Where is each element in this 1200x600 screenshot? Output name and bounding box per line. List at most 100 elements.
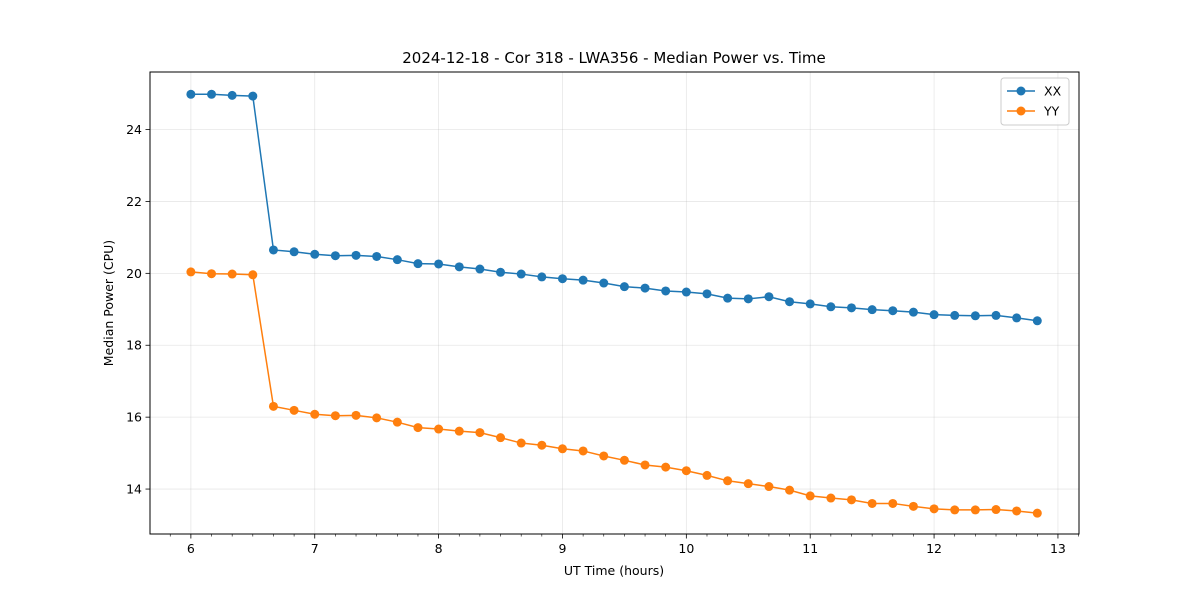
data-point-xx	[929, 310, 939, 320]
data-point-yy	[970, 505, 980, 515]
data-point-xx	[310, 249, 320, 259]
data-point-xx	[289, 247, 299, 257]
x-tick-label: 11	[802, 541, 818, 556]
data-point-yy	[207, 269, 217, 279]
data-point-yy	[372, 413, 382, 423]
data-point-xx	[950, 310, 960, 320]
data-point-xx	[867, 305, 877, 315]
data-point-yy	[619, 455, 629, 465]
legend-item-xx[interactable]: XX	[1007, 84, 1062, 99]
data-point-xx	[248, 91, 258, 101]
data-point-xx	[661, 286, 671, 296]
data-point-xx	[413, 259, 423, 269]
data-point-yy	[413, 423, 423, 433]
data-point-yy	[991, 505, 1001, 515]
data-point-xx	[578, 275, 588, 285]
data-point-yy	[888, 498, 898, 508]
data-point-xx	[764, 292, 774, 302]
y-tick-label: 18	[126, 338, 142, 353]
data-point-xx	[908, 307, 918, 317]
data-point-xx	[702, 289, 712, 299]
series-line-yy	[190, 271, 1038, 514]
axes: 6 7 8 9 10 11 12 13 14 16 18 20 22 24	[126, 122, 1079, 556]
x-tick-label: 6	[187, 541, 195, 556]
data-point-yy	[248, 270, 258, 280]
data-point-xx	[227, 90, 237, 100]
data-point-yy	[929, 504, 939, 514]
data-point-xx	[599, 278, 609, 288]
series-yy	[186, 267, 1042, 518]
data-point-xx	[785, 297, 795, 307]
data-point-yy	[723, 476, 733, 486]
legend-item-yy[interactable]: YY	[1007, 104, 1060, 119]
plot-frame	[149, 71, 1080, 535]
data-point-yy	[826, 493, 836, 503]
data-point-xx	[392, 255, 402, 265]
data-point-xx	[846, 303, 856, 313]
y-axis-label: Median Power (CPU)	[101, 240, 116, 366]
data-point-yy	[351, 410, 361, 420]
data-point-yy	[743, 479, 753, 489]
data-point-yy	[640, 460, 650, 470]
y-tick-label: 14	[126, 482, 142, 497]
grid	[150, 72, 1079, 534]
data-point-xx	[619, 282, 629, 292]
data-point-xx	[826, 302, 836, 312]
x-tick-label: 13	[1050, 541, 1066, 556]
data-point-xx	[330, 251, 340, 261]
x-tick-label: 12	[926, 541, 942, 556]
data-point-yy	[186, 267, 196, 277]
y-tick-label: 16	[126, 410, 142, 425]
data-point-yy	[392, 417, 402, 427]
data-point-yy	[1012, 506, 1022, 516]
y-tick-label: 22	[126, 194, 142, 209]
data-point-xx	[496, 267, 506, 277]
legend-marker-xx	[1016, 86, 1026, 96]
data-point-yy	[846, 495, 856, 505]
data-point-yy	[516, 438, 526, 448]
data-point-yy	[702, 470, 712, 480]
data-point-yy	[599, 451, 609, 461]
y-tick-label: 20	[126, 266, 142, 281]
x-tick-label: 10	[678, 541, 694, 556]
data-point-yy	[661, 462, 671, 472]
x-tick-label: 8	[435, 541, 443, 556]
data-point-xx	[475, 264, 485, 274]
data-point-yy	[227, 269, 237, 279]
data-point-yy	[681, 466, 691, 476]
data-point-xx	[970, 311, 980, 321]
data-point-yy	[496, 433, 506, 443]
data-point-yy	[454, 426, 464, 436]
legend-marker-yy	[1016, 106, 1026, 116]
y-tick-label: 24	[126, 122, 142, 137]
chart-title: 2024-12-18 - Cor 318 - LWA356 - Median P…	[402, 49, 826, 67]
series-xx	[186, 89, 1042, 326]
data-point-xx	[372, 251, 382, 261]
data-point-yy	[475, 428, 485, 438]
data-point-yy	[908, 501, 918, 511]
data-point-xx	[1012, 313, 1022, 323]
data-point-xx	[516, 269, 526, 279]
data-point-xx	[351, 250, 361, 260]
data-point-xx	[537, 272, 547, 282]
data-point-yy	[557, 444, 567, 454]
legend[interactable]: XX YY	[1000, 77, 1070, 126]
data-point-xx	[557, 274, 567, 284]
data-point-yy	[1032, 508, 1042, 518]
data-point-yy	[434, 424, 444, 434]
legend-label-yy: YY	[1043, 104, 1060, 119]
data-point-xx	[186, 89, 196, 99]
series-line-xx	[190, 93, 1038, 322]
data-point-xx	[434, 259, 444, 269]
data-point-xx	[268, 245, 278, 255]
data-point-xx	[991, 310, 1001, 320]
data-point-yy	[805, 491, 815, 501]
data-point-xx	[888, 306, 898, 316]
x-tick-label: 7	[311, 541, 319, 556]
data-point-yy	[268, 401, 278, 411]
data-point-xx	[805, 299, 815, 309]
x-tick-label: 9	[558, 541, 566, 556]
legend-label-xx: XX	[1044, 84, 1062, 99]
data-point-xx	[681, 287, 691, 297]
